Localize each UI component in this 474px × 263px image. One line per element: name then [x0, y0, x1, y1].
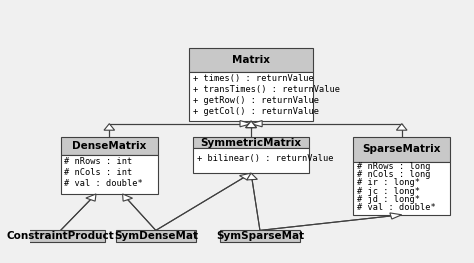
Text: Matrix: Matrix: [232, 55, 270, 65]
Text: # nCols : int: # nCols : int: [64, 168, 132, 177]
FancyBboxPatch shape: [61, 137, 158, 155]
Polygon shape: [246, 121, 256, 128]
Polygon shape: [251, 120, 262, 127]
Text: # val : double*: # val : double*: [356, 203, 435, 212]
Polygon shape: [123, 194, 133, 201]
Text: # val : double*: # val : double*: [64, 179, 143, 189]
FancyBboxPatch shape: [220, 230, 300, 242]
Text: # ir : long*: # ir : long*: [356, 178, 419, 188]
Text: DenseMatrix: DenseMatrix: [72, 141, 146, 151]
Text: + times() : returnValue: + times() : returnValue: [192, 74, 313, 83]
Polygon shape: [247, 173, 257, 180]
Polygon shape: [390, 213, 402, 219]
Text: + bilinear() : returnValue: + bilinear() : returnValue: [197, 154, 334, 163]
Text: ConstraintProduct: ConstraintProduct: [7, 231, 114, 241]
Text: SparseMatrix: SparseMatrix: [363, 144, 441, 154]
FancyBboxPatch shape: [353, 137, 450, 162]
FancyBboxPatch shape: [353, 162, 450, 215]
Polygon shape: [246, 121, 256, 128]
Text: # nRows : int: # nRows : int: [64, 157, 132, 166]
FancyBboxPatch shape: [16, 230, 105, 242]
Polygon shape: [240, 120, 251, 127]
Polygon shape: [246, 121, 256, 128]
Text: + getRow() : returnValue: + getRow() : returnValue: [192, 96, 319, 105]
FancyBboxPatch shape: [189, 72, 313, 121]
Text: SymDenseMat: SymDenseMat: [114, 231, 198, 241]
Polygon shape: [86, 194, 96, 201]
Polygon shape: [104, 124, 115, 130]
Polygon shape: [239, 173, 251, 180]
Text: SymmetricMatrix: SymmetricMatrix: [201, 138, 301, 148]
Text: # jd : long*: # jd : long*: [356, 195, 419, 204]
Text: # nRows : long: # nRows : long: [356, 162, 430, 171]
FancyBboxPatch shape: [193, 148, 309, 173]
Text: + transTimes() : returnValue: + transTimes() : returnValue: [192, 85, 339, 94]
Text: # nCols : long: # nCols : long: [356, 170, 430, 179]
Text: SymSparseMat: SymSparseMat: [216, 231, 304, 241]
Text: # jc : long*: # jc : long*: [356, 186, 419, 196]
FancyBboxPatch shape: [189, 48, 313, 72]
FancyBboxPatch shape: [61, 155, 158, 194]
FancyBboxPatch shape: [116, 230, 196, 242]
Polygon shape: [396, 124, 407, 130]
FancyBboxPatch shape: [193, 137, 309, 148]
Text: + getCol() : returnValue: + getCol() : returnValue: [192, 107, 319, 116]
